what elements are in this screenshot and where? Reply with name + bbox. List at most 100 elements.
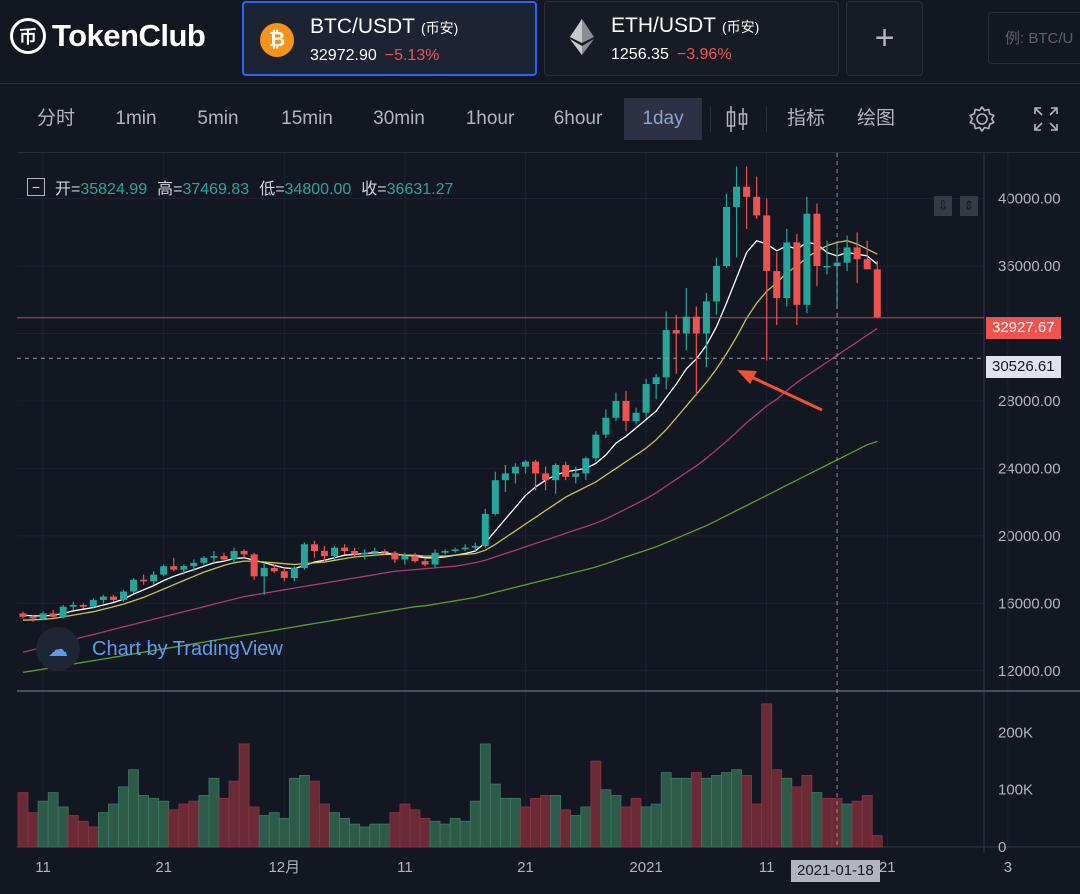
pair-change: −3.96% bbox=[676, 46, 732, 63]
volume-bar bbox=[550, 795, 562, 848]
volume-bar bbox=[138, 795, 149, 848]
time-axis-label: 11 bbox=[759, 859, 775, 876]
price-axis-label: 12000.00 bbox=[998, 663, 1061, 680]
interval-6hour[interactable]: 6hour bbox=[553, 108, 603, 129]
ethereum-icon bbox=[565, 19, 599, 55]
volume-bar bbox=[188, 800, 200, 848]
volume-bar bbox=[771, 769, 783, 848]
volume-bar bbox=[821, 797, 833, 848]
candle-body bbox=[481, 513, 489, 546]
candle-body bbox=[300, 544, 308, 568]
volume-bar bbox=[459, 820, 471, 848]
price-axis-label: 16000.00 bbox=[998, 595, 1061, 612]
volume-bar bbox=[349, 823, 361, 848]
time-axis-label: 3 bbox=[1004, 859, 1012, 876]
volume-bar bbox=[871, 835, 883, 848]
ohlc-legend: − 开=35824.99 高=37469.83 低=34800.00 收=366… bbox=[27, 175, 453, 199]
interval-15min[interactable]: 15min bbox=[281, 108, 333, 129]
current-price-tag: 32927.67 bbox=[986, 317, 1061, 339]
volume-bar bbox=[309, 780, 320, 848]
candle-body bbox=[190, 562, 198, 567]
candle-body bbox=[19, 613, 27, 617]
candle-body bbox=[391, 552, 399, 560]
scroll-up-down-icon[interactable]: ⇕ bbox=[960, 196, 978, 216]
pair-card-eth[interactable]: ETH/USDT (币安) 1256.35 −3.96% bbox=[544, 1, 839, 76]
volume-bar bbox=[288, 777, 300, 848]
candle-body bbox=[793, 242, 801, 305]
candle-body bbox=[160, 566, 168, 575]
volume-bar bbox=[178, 803, 190, 848]
volume-bar bbox=[741, 775, 752, 848]
candle-body bbox=[120, 591, 127, 600]
interval-1min[interactable]: 1min bbox=[115, 108, 157, 129]
pair-card-btc[interactable]: ₿ BTC/USDT (币安) 32972.90 −5.13% bbox=[242, 1, 537, 76]
candle-body bbox=[843, 247, 851, 263]
candle-body bbox=[401, 556, 409, 560]
candle-body bbox=[130, 579, 138, 592]
candle-body bbox=[280, 571, 288, 579]
interval-time-share[interactable]: 分时 bbox=[36, 108, 75, 129]
candle-body bbox=[381, 551, 389, 553]
volume-bar bbox=[841, 803, 853, 848]
interval-30min[interactable]: 30min bbox=[373, 108, 425, 129]
candle-body bbox=[260, 567, 268, 577]
logo[interactable]: 币 TokenClub bbox=[10, 18, 206, 54]
candle-body bbox=[109, 596, 117, 600]
fullscreen-icon[interactable] bbox=[1026, 98, 1066, 140]
volume-bar bbox=[67, 815, 79, 848]
time-axis-label: 21 bbox=[155, 859, 172, 876]
candle-body bbox=[743, 186, 751, 197]
volume-axis-label: 100K bbox=[998, 782, 1033, 799]
volume-bar bbox=[248, 806, 260, 848]
volume-bar bbox=[399, 803, 411, 848]
price-axis-label: 20000.00 bbox=[998, 528, 1061, 545]
watermark-text: Chart by TradingView bbox=[92, 637, 283, 660]
settings-gear-icon[interactable] bbox=[962, 98, 1002, 140]
search-input[interactable]: 例: BTC/U bbox=[988, 12, 1080, 64]
drawing-button[interactable]: 绘图 bbox=[856, 108, 895, 129]
candle-body bbox=[612, 400, 620, 418]
volume-bar bbox=[560, 809, 572, 848]
add-pair-button[interactable]: + bbox=[846, 1, 923, 76]
volume-bar bbox=[439, 823, 451, 848]
candle-body bbox=[522, 461, 529, 467]
toolbar-divider bbox=[766, 106, 767, 132]
candle-body bbox=[602, 417, 610, 435]
volume-bar bbox=[329, 812, 340, 848]
chart-area[interactable]: 40000.0036000.0032000.0028000.0024000.00… bbox=[17, 152, 1080, 876]
interval-1day[interactable]: 1day bbox=[624, 98, 702, 140]
volume-bar bbox=[118, 786, 129, 848]
logo-mark-icon: 币 bbox=[10, 18, 46, 54]
low-label: 低= bbox=[259, 181, 285, 198]
candle-body bbox=[773, 271, 781, 299]
candle-body bbox=[642, 384, 650, 413]
scroll-down-icon[interactable]: ⇩ bbox=[934, 196, 952, 216]
candle-body bbox=[250, 554, 258, 577]
candle-body bbox=[592, 434, 600, 459]
collapse-legend-icon[interactable]: − bbox=[27, 178, 45, 196]
volume-bar bbox=[379, 823, 391, 848]
candle-body bbox=[873, 269, 881, 318]
pair-symbol: ETH/USDT bbox=[611, 14, 716, 37]
candlestick-type-icon[interactable] bbox=[718, 98, 756, 140]
candle-body bbox=[692, 316, 700, 334]
candle-body bbox=[863, 259, 871, 270]
price-chart[interactable]: 40000.0036000.0032000.0028000.0024000.00… bbox=[17, 153, 1080, 877]
high-label: 高= bbox=[157, 181, 183, 198]
candle-body bbox=[853, 247, 861, 260]
candle-body bbox=[240, 551, 248, 555]
indicators-button[interactable]: 指标 bbox=[786, 108, 825, 129]
interval-5min[interactable]: 5min bbox=[197, 108, 239, 129]
volume-bar bbox=[660, 772, 672, 848]
candle-body bbox=[270, 567, 278, 572]
volume-bar bbox=[108, 803, 119, 848]
interval-1hour[interactable]: 1hour bbox=[465, 108, 515, 129]
candle-body bbox=[411, 556, 419, 562]
volume-bar bbox=[198, 795, 210, 848]
volume-bar bbox=[258, 815, 270, 848]
candle-body bbox=[49, 613, 57, 617]
candle-body bbox=[69, 604, 77, 607]
tradingview-watermark[interactable]: ☁ Chart by TradingView bbox=[36, 627, 283, 671]
candle-body bbox=[471, 545, 479, 548]
candle-body bbox=[511, 466, 519, 474]
